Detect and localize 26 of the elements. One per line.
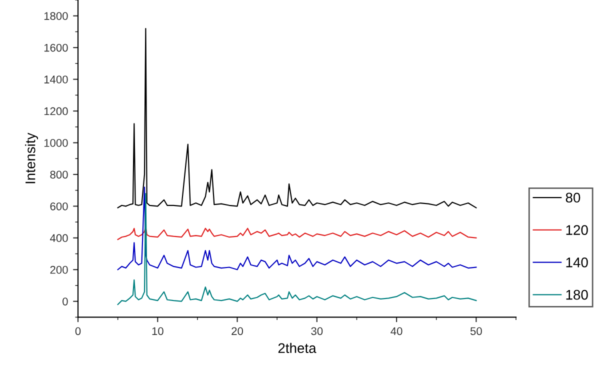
- legend-label: 140: [566, 258, 588, 268]
- line-series: [117, 186, 477, 270]
- line-series: [117, 28, 477, 208]
- line-series: [117, 192, 477, 306]
- x-tick-label: 0: [75, 327, 81, 336]
- legend-label: 120: [566, 225, 588, 235]
- y-tick-label: 400: [50, 234, 68, 242]
- y-tick-label: 1200: [44, 107, 68, 116]
- y-axis-title: Intensity: [25, 132, 38, 184]
- y-tick-label: 200: [50, 266, 68, 274]
- x-axis-title: 2theta: [278, 342, 316, 354]
- line-series: [117, 226, 477, 240]
- legend-label: 180: [566, 290, 588, 300]
- x-tick-label: 50: [470, 327, 482, 336]
- y-tick-label: 600: [50, 202, 68, 210]
- y-tick-label: 800: [50, 170, 68, 179]
- y-tick-label: 1600: [44, 44, 68, 52]
- y-tick-label: 1400: [44, 76, 68, 84]
- y-tick-label: 0: [62, 298, 68, 306]
- x-tick-label: 20: [232, 327, 244, 336]
- x-tick-label: 30: [311, 327, 323, 336]
- x-tick-label: 10: [152, 327, 164, 336]
- y-tick-label: 1800: [44, 12, 68, 20]
- x-tick-label: 40: [390, 327, 402, 336]
- legend-label: 80: [566, 192, 580, 203]
- y-tick-label: 1000: [44, 139, 68, 147]
